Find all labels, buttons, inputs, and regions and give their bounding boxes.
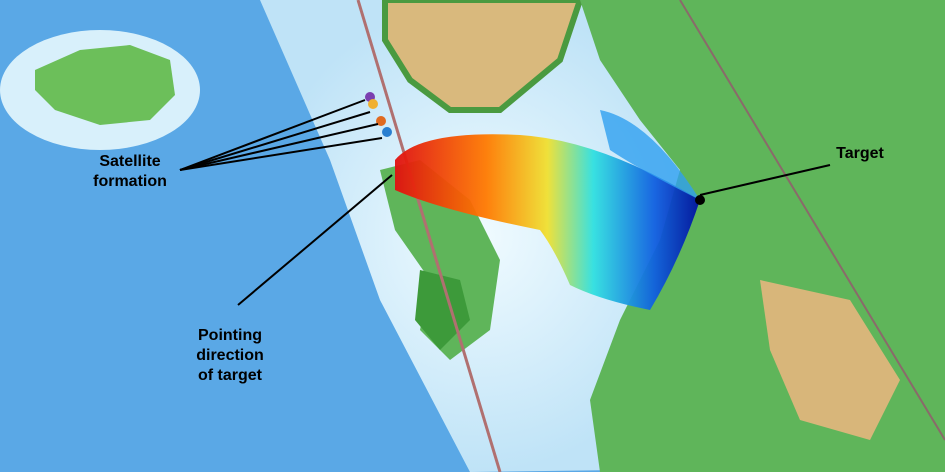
orbit-track [356,0,502,472]
satellite-formation [365,92,392,137]
target-label: Target [836,145,884,162]
satellite-formation-label: Satellite formation [93,153,167,190]
highlands [760,280,900,440]
beam-pattern [395,134,700,310]
satellite [376,116,386,126]
scandinavia [382,0,584,113]
target-marker [695,195,705,205]
iceland [35,45,175,125]
callout-lines [179,99,831,306]
orbit-track-2 [679,0,945,441]
beam-sidelobe [600,110,700,200]
pointing-direction-label: Pointing direction of target [196,327,264,384]
satellite [368,99,378,109]
satellite [382,127,392,137]
